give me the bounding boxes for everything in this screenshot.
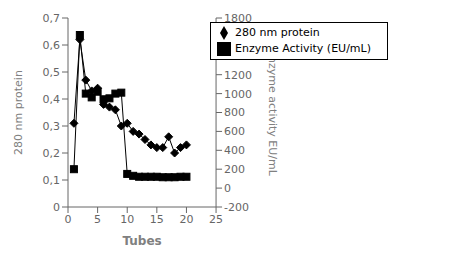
svg-text:0: 0 (53, 201, 60, 214)
svg-text:0,1: 0,1 (43, 174, 61, 187)
svg-text:20: 20 (179, 213, 193, 226)
svg-text:Tubes: Tubes (122, 234, 161, 248)
svg-text:280 nm protein: 280 nm protein (12, 70, 25, 155)
svg-text:1400: 1400 (224, 50, 252, 63)
svg-text:0,5: 0,5 (43, 66, 61, 79)
svg-text:0,6: 0,6 (43, 39, 61, 52)
svg-text:0,3: 0,3 (43, 120, 61, 133)
svg-text:0: 0 (65, 213, 72, 226)
svg-text:25: 25 (209, 213, 223, 226)
svg-text:10: 10 (120, 213, 134, 226)
svg-text:0,4: 0,4 (43, 93, 61, 106)
svg-text:200: 200 (224, 163, 245, 176)
svg-text:5: 5 (94, 213, 101, 226)
svg-text:Enzyme activity EU/mL: Enzyme activity EU/mL (266, 49, 279, 177)
svg-text:-200: -200 (224, 201, 249, 214)
svg-text:0: 0 (224, 182, 231, 195)
svg-text:800: 800 (224, 106, 245, 119)
svg-text:0,7: 0,7 (43, 12, 61, 25)
svg-text:400: 400 (224, 144, 245, 157)
svg-text:1600: 1600 (224, 31, 252, 44)
svg-text:1800: 1800 (224, 12, 252, 25)
svg-text:0,2: 0,2 (43, 147, 61, 160)
svg-text:1200: 1200 (224, 69, 252, 82)
svg-text:15: 15 (150, 213, 164, 226)
svg-text:600: 600 (224, 125, 245, 138)
svg-text:1000: 1000 (224, 88, 252, 101)
